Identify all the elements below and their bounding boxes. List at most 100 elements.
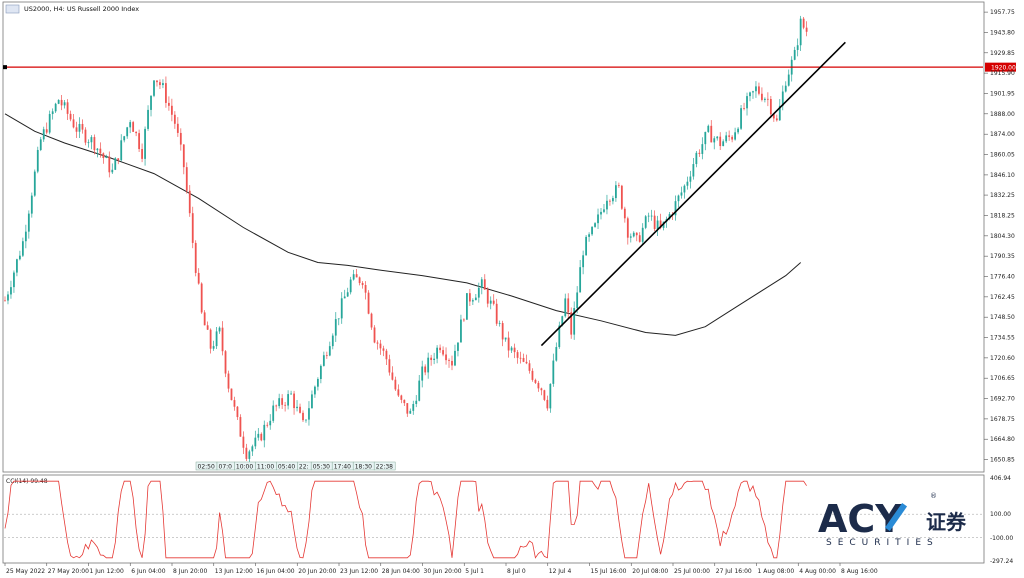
candle-body bbox=[150, 95, 152, 110]
candle-body bbox=[349, 279, 352, 293]
candle-body bbox=[278, 398, 281, 407]
trendline-layer[interactable] bbox=[540, 41, 846, 347]
candle-body bbox=[16, 259, 18, 273]
candle-body bbox=[248, 451, 251, 459]
candle-body bbox=[606, 200, 608, 210]
candle-body bbox=[638, 235, 641, 242]
candle-body bbox=[564, 298, 567, 317]
candle-body bbox=[597, 214, 599, 224]
candle-body bbox=[439, 347, 441, 351]
candle-body bbox=[10, 287, 12, 295]
candle-body bbox=[451, 360, 453, 366]
candle-body bbox=[284, 404, 287, 406]
candle-body bbox=[51, 111, 54, 115]
time-tick-label: 15 Jul 16:00 bbox=[591, 568, 627, 575]
symbol-icon[interactable] bbox=[5, 4, 20, 14]
candle-body bbox=[418, 380, 421, 401]
price-tick-label: 1692.70 bbox=[990, 396, 1015, 403]
candle-body bbox=[144, 128, 146, 159]
price-tick-label: 1915.90 bbox=[990, 70, 1015, 77]
candle-body bbox=[176, 123, 179, 133]
candle-body bbox=[322, 355, 325, 366]
price-tick-label: 1664.80 bbox=[990, 436, 1015, 443]
candle-body bbox=[531, 370, 534, 380]
candle-body bbox=[576, 292, 579, 309]
candle-body bbox=[87, 142, 90, 144]
candle-body bbox=[793, 49, 796, 60]
candle-body bbox=[734, 132, 736, 140]
candle-body bbox=[72, 119, 75, 128]
candle-body bbox=[513, 347, 516, 353]
candle-body bbox=[710, 125, 713, 143]
candle-body bbox=[781, 91, 784, 106]
candle-body bbox=[507, 337, 510, 351]
candle-body bbox=[471, 300, 474, 302]
candle-body bbox=[135, 131, 138, 134]
candle-body bbox=[340, 298, 343, 319]
price-tick-label: 1776.40 bbox=[990, 274, 1015, 281]
acy-securities-logo: ACY 证券 ® SECURITIES bbox=[818, 492, 967, 548]
time-box-label: 22: bbox=[299, 463, 309, 470]
candle-body bbox=[626, 218, 629, 238]
candle-body bbox=[4, 300, 6, 302]
candle-body bbox=[799, 18, 802, 46]
candle-body bbox=[615, 185, 617, 199]
candle-body bbox=[445, 354, 447, 361]
candle-body bbox=[173, 114, 176, 124]
main-chart-frame bbox=[2, 1, 985, 473]
candle-body bbox=[743, 108, 745, 109]
candle-body bbox=[540, 388, 543, 391]
logo-accent bbox=[884, 502, 908, 532]
candle-body bbox=[397, 389, 400, 396]
candle-body bbox=[153, 80, 155, 96]
candle-body bbox=[552, 360, 555, 384]
time-tick-label: 23 Jun 12:00 bbox=[340, 568, 378, 575]
candle-body bbox=[683, 185, 686, 193]
candle-body bbox=[689, 176, 692, 182]
time-tick-label: 20 Jun 20:00 bbox=[298, 568, 336, 575]
candle-body bbox=[412, 403, 415, 411]
candle-body bbox=[436, 347, 438, 359]
candle-body bbox=[498, 323, 501, 324]
candle-body bbox=[293, 393, 295, 409]
candle-body bbox=[230, 388, 233, 401]
candle-body bbox=[555, 347, 558, 361]
svg-text:证券: 证券 bbox=[926, 510, 967, 534]
candle-body bbox=[236, 406, 239, 418]
candle-body bbox=[147, 109, 149, 129]
svg-text:ACY: ACY bbox=[818, 497, 903, 541]
candle-body bbox=[385, 350, 388, 360]
candles-layer bbox=[4, 15, 808, 465]
time-tick-label: 5 Jul 1 bbox=[465, 568, 484, 575]
time-box-label: 18:30 bbox=[355, 463, 372, 470]
price-tick-label: 1929.85 bbox=[990, 50, 1015, 57]
candle-body bbox=[78, 123, 81, 132]
candle-body bbox=[424, 366, 427, 373]
candle-body bbox=[647, 215, 650, 217]
candle-body bbox=[215, 331, 218, 347]
candle-body bbox=[156, 80, 158, 83]
candle-body bbox=[603, 209, 605, 212]
ascending-trendline bbox=[540, 41, 846, 347]
candle-body bbox=[761, 93, 763, 100]
candle-body bbox=[501, 323, 504, 340]
candle-body bbox=[382, 348, 385, 351]
candle-body bbox=[567, 298, 570, 313]
candle-body bbox=[457, 342, 459, 351]
candle-body bbox=[731, 136, 734, 140]
candle-body bbox=[716, 136, 719, 139]
candle-body bbox=[325, 355, 328, 357]
candle-body bbox=[403, 399, 406, 404]
candle-body bbox=[168, 102, 170, 106]
candle-body bbox=[203, 312, 206, 326]
candle-body bbox=[84, 129, 87, 143]
candle-body bbox=[746, 96, 748, 109]
time-tick-label: 27 Jul 16:00 bbox=[716, 568, 752, 575]
candle-body bbox=[60, 99, 63, 106]
candle-body bbox=[242, 436, 245, 448]
candle-body bbox=[510, 347, 513, 351]
price-tick-label: 1678.75 bbox=[990, 416, 1015, 423]
candle-body bbox=[132, 122, 135, 132]
candle-body bbox=[433, 358, 436, 360]
